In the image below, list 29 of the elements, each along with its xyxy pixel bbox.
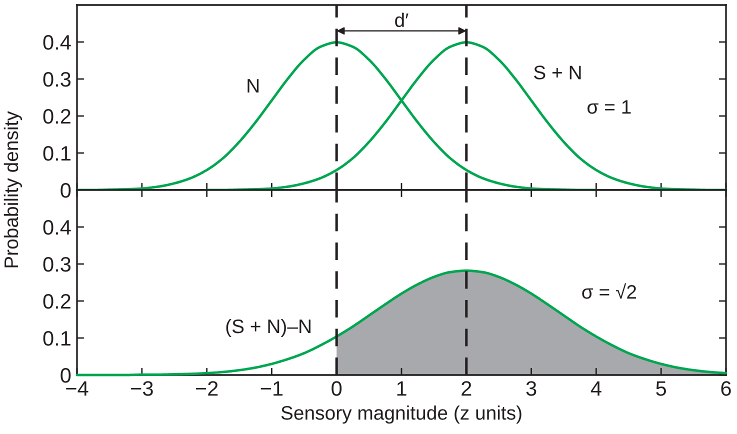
- x-tick-label: 6: [721, 381, 731, 396]
- y-tick-label: 0.1: [43, 146, 70, 161]
- x-tick-label: −1: [260, 381, 283, 396]
- y-tick-label: 0.1: [43, 331, 70, 346]
- annotation: S + N: [534, 66, 581, 80]
- y-tick-label: 0: [60, 183, 71, 198]
- y-tick-label: 0.2: [43, 294, 70, 309]
- y-tick-label: 0: [60, 368, 71, 383]
- annotation: (S + N)–N: [226, 318, 310, 338]
- x-tick-label: 0: [332, 381, 342, 396]
- y-tick-label: 0.2: [43, 109, 70, 124]
- x-tick-label: −2: [196, 381, 218, 396]
- x-tick-label: 3: [526, 381, 536, 396]
- x-tick-label: 1: [397, 381, 406, 396]
- x-tick-label: 2: [462, 381, 472, 396]
- y-tick-label: 0.4: [43, 35, 71, 50]
- annotation: σ = √2: [582, 283, 636, 299]
- y-axis-title: Probability density: [4, 111, 22, 268]
- annotation: d′: [395, 12, 408, 28]
- x-tick-label: 4: [590, 381, 602, 396]
- annotation: N: [248, 79, 259, 93]
- y-tick-label: 0.3: [43, 257, 71, 272]
- x-axis-title: Sensory magnitude (z units): [281, 406, 522, 424]
- annotation: σ = 1: [588, 100, 631, 114]
- x-tick-label: −3: [131, 381, 153, 396]
- y-tick-label: 0.3: [43, 72, 71, 87]
- x-tick-label: −4: [66, 381, 88, 396]
- x-tick-label: 5: [656, 381, 666, 396]
- y-tick-label: 0.4: [43, 220, 71, 235]
